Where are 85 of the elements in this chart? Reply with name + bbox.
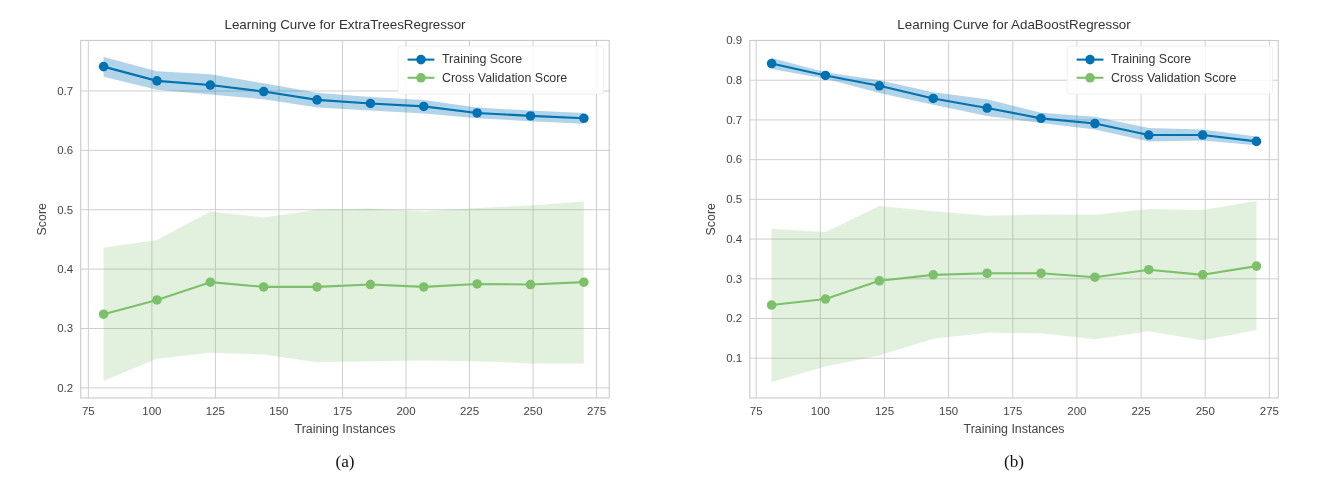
point (419, 101, 429, 112)
y-tick-label: 0.6 (726, 153, 743, 166)
point (312, 95, 322, 105)
point (982, 268, 992, 279)
point (419, 282, 429, 292)
x-tick-label: 125 (874, 405, 895, 418)
point (1197, 270, 1208, 280)
x-tick-label: 125 (205, 405, 225, 418)
y-axis-title: Score (704, 202, 719, 236)
x-axis-title: Training Instances (294, 422, 396, 437)
x-tick-label: 150 (939, 405, 959, 418)
x-tick-label: 250 (1195, 405, 1215, 418)
point (1090, 118, 1100, 129)
point (579, 277, 589, 287)
y-tick-label: 0.3 (726, 272, 743, 285)
point (1036, 113, 1046, 124)
point (928, 93, 939, 104)
point (472, 108, 482, 118)
x-tick-label: 75 (749, 405, 763, 418)
point (766, 300, 777, 310)
x-tick-label: 200 (1067, 405, 1087, 418)
y-tick-label: 0.7 (726, 113, 743, 126)
y-tick-label: 0.2 (57, 381, 74, 394)
y-tick-label: 0.2 (726, 312, 743, 325)
y-tick-label: 0.9 (726, 34, 743, 47)
x-tick-label: 225 (1131, 405, 1151, 418)
point (820, 294, 831, 304)
point (205, 277, 216, 287)
legend-label: Training Score (1111, 52, 1192, 67)
point (874, 276, 885, 286)
point (820, 70, 831, 81)
point (1197, 130, 1208, 140)
x-tick-label: 275 (1259, 405, 1279, 418)
point (472, 279, 482, 289)
point (205, 80, 216, 90)
x-tick-label: 225 (459, 405, 480, 418)
y-tick-label: 0.4 (726, 232, 743, 245)
point (312, 282, 322, 292)
y-tick-label: 0.8 (726, 74, 743, 87)
point (525, 111, 536, 121)
legend-label: Cross Validation Score (1111, 70, 1237, 85)
x-tick-label: 175 (1003, 405, 1023, 418)
y-tick-label: 0.7 (57, 84, 74, 97)
point (258, 86, 269, 97)
point (1090, 272, 1100, 282)
point (365, 279, 376, 290)
point (1251, 136, 1262, 147)
point (1251, 261, 1262, 271)
point (1036, 268, 1046, 279)
point (258, 282, 269, 292)
point (928, 270, 939, 280)
point (98, 61, 109, 72)
point (579, 113, 589, 124)
y-tick-label: 0.5 (726, 193, 743, 206)
y-tick-label: 0.5 (57, 203, 74, 216)
y-tick-label: 0.3 (57, 322, 74, 335)
point (152, 295, 162, 305)
point (152, 76, 162, 86)
y-tick-label: 0.1 (726, 352, 743, 365)
x-axis-title: Training Instances (963, 422, 1065, 437)
chart-title: Learning Curve for ExtraTreesRegressor (224, 17, 467, 33)
y-axis-title: Score (35, 202, 50, 236)
legend-label: Cross Validation Score (442, 70, 568, 85)
point (874, 81, 885, 91)
x-tick-label: 100 (810, 405, 830, 418)
x-tick-label: 250 (523, 405, 543, 418)
x-tick-label: 275 (587, 405, 607, 418)
text: (a) (335, 451, 355, 471)
x-tick-label: 100 (142, 405, 162, 418)
point (525, 279, 536, 290)
point (98, 309, 109, 320)
point (766, 58, 777, 69)
point (982, 103, 992, 113)
point (1143, 130, 1154, 140)
y-tick-label: 0.6 (57, 144, 74, 157)
text: (b) (1004, 451, 1025, 471)
chart-title: Learning Curve for AdaBoostRegressor (897, 17, 1132, 33)
x-tick-label: 75 (81, 405, 95, 418)
x-tick-label: 175 (332, 405, 353, 418)
legend-label: Training Score (442, 52, 523, 67)
y-tick-label: 0.4 (57, 262, 74, 275)
point (1143, 264, 1154, 275)
x-tick-label: 200 (396, 405, 416, 418)
x-tick-label: 150 (269, 405, 289, 418)
point (365, 98, 376, 109)
